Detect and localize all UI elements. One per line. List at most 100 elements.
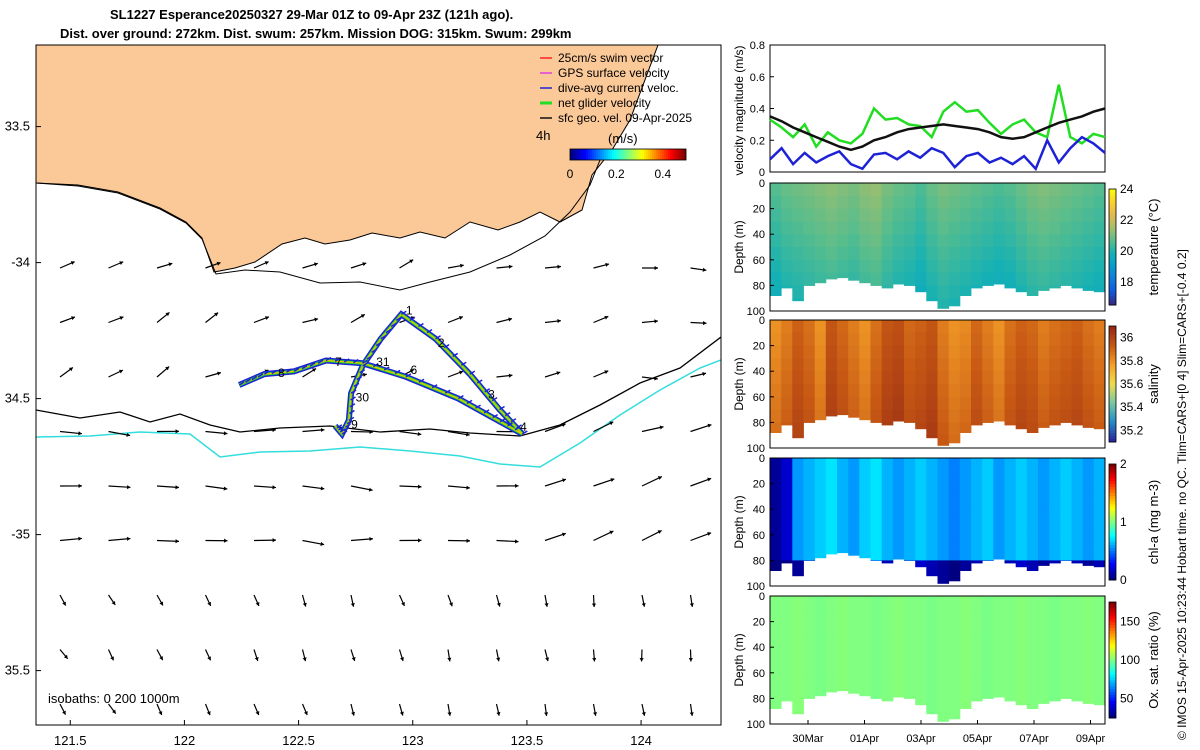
heatmap-cell: [915, 660, 927, 674]
velocity-arrow: [447, 485, 470, 489]
depth-tick: 100: [747, 581, 765, 593]
dive-vector: [483, 409, 490, 414]
isobath-200m: [36, 336, 721, 437]
heatmap-colorbar-cell: [1109, 660, 1116, 664]
heatmap-cell: [1060, 208, 1072, 222]
velocity-arrowhead: [409, 369, 414, 374]
heatmap-cell: [859, 259, 871, 273]
heatmap-cell: [825, 470, 838, 484]
heatmap-cell: [859, 384, 871, 398]
heatmap-cell: [1093, 509, 1106, 523]
heatmap-cell: [1093, 621, 1106, 635]
velocity-arrowhead: [496, 657, 501, 662]
heatmap-cell: [848, 547, 860, 556]
heatmap-cell: [926, 698, 938, 712]
heatmap-cell: [825, 621, 838, 635]
heatmap-cell: [959, 221, 972, 235]
heatmap-cell: [837, 496, 849, 510]
velocity-arrowhead: [272, 485, 276, 490]
depth-tick: 100: [747, 719, 765, 731]
heatmap-cell: [1093, 596, 1106, 610]
heatmap-cell: [948, 711, 961, 720]
heatmap-cell: [1015, 547, 1028, 561]
heatmap-colorbar-cell: [1109, 487, 1116, 491]
heatmap-cell: [937, 272, 950, 286]
heatmap-cell: [1049, 320, 1061, 334]
heatmap-cell: [870, 345, 883, 359]
heatmap-cell: [1038, 384, 1050, 398]
heatmap-cell: [982, 596, 994, 610]
heatmap-colorbar-cell: [1109, 418, 1116, 423]
heatmap-cell: [1060, 458, 1072, 472]
velocity-arrowhead: [466, 485, 470, 490]
heatmap-colorbar-cell: [1109, 604, 1116, 609]
heatmap-cell: [1015, 409, 1028, 423]
heatmap-cell: [937, 647, 950, 661]
heatmap-cell: [837, 345, 849, 359]
chart-subtitle: Dist. over ground: 272km. Dist. swum: 25…: [60, 26, 572, 41]
heatmap-cell: [948, 259, 961, 273]
dive-vector: [263, 370, 270, 375]
heatmap-cell: [848, 183, 860, 197]
velocity-arrow: [399, 485, 422, 488]
heatmap-colorbar-cell: [1109, 686, 1116, 690]
heatmap-colorbar-cell: [1109, 203, 1116, 207]
heatmap-cell: [837, 332, 849, 346]
x-tick-label: 122.5: [282, 733, 315, 748]
depth-ylabel: Depth (m): [732, 220, 746, 273]
heatmap-cell: [1060, 621, 1072, 635]
dive-vector: [348, 416, 355, 422]
heatmap-cell: [993, 647, 1005, 661]
heatmap-cell: [1004, 547, 1017, 561]
heatmap-cell: [803, 621, 816, 635]
heatmap-cell: [971, 358, 983, 372]
heatmap-cell: [848, 522, 860, 536]
dive-vector: [245, 378, 251, 383]
heatmap-colorbar-cell: [1109, 568, 1116, 572]
heatmap-cell: [825, 458, 838, 472]
heatmap-cell: [1093, 371, 1106, 385]
velocity-arrowhead: [265, 316, 269, 320]
heatmap-cell: [770, 509, 782, 523]
heatmap-cell: [915, 483, 927, 497]
heatmap-cell: [792, 458, 804, 472]
heatmap-cell: [915, 272, 927, 286]
heatmap-cell: [770, 371, 782, 385]
velocity-arrow: [690, 477, 712, 487]
heatmap-cell: [792, 573, 804, 577]
heatmap-cell: [1093, 384, 1106, 398]
heatmap-cell: [803, 483, 816, 497]
heatmap-cell: [1093, 547, 1106, 561]
heatmap-cell: [982, 259, 994, 273]
heatmap-cell: [948, 685, 961, 699]
colorbar-cell: [592, 149, 595, 160]
heatmap-cell: [959, 320, 972, 334]
heatmap-cell: [870, 384, 883, 398]
heatmap-cell: [948, 560, 961, 574]
heatmap-colorbar-cell: [1109, 264, 1116, 268]
heatmap-cell: [982, 183, 994, 197]
colorbar-cell: [652, 149, 655, 160]
heatmap-cell: [825, 483, 838, 497]
heatmap-colorbar-cell: [1109, 665, 1116, 670]
heatmap-cell: [825, 396, 838, 410]
heatmap-cell: [1004, 208, 1017, 222]
heatmap-cell: [792, 320, 804, 334]
heatmap-colorbar-label: chl-a (mg m-3): [1146, 480, 1161, 565]
heatmap-cell: [1026, 547, 1039, 561]
heatmap-cell: [825, 320, 838, 334]
heatmap-cell: [814, 496, 827, 510]
heatmap-cell: [1093, 647, 1106, 661]
heatmap-cell: [1071, 634, 1084, 648]
heatmap-cell: [915, 371, 927, 385]
colorbar-cell: [636, 149, 639, 160]
heatmap-cell: [926, 285, 938, 299]
heatmap-cell: [892, 358, 905, 372]
heatmap-cell: [1038, 672, 1050, 686]
heatmap-cell: [814, 396, 827, 410]
dive-vector: [251, 375, 258, 381]
heatmap-cell: [904, 396, 916, 410]
heatmap-cell: [1060, 332, 1072, 346]
heatmap-cell: [959, 183, 972, 197]
velocity-arrowhead: [417, 431, 422, 437]
